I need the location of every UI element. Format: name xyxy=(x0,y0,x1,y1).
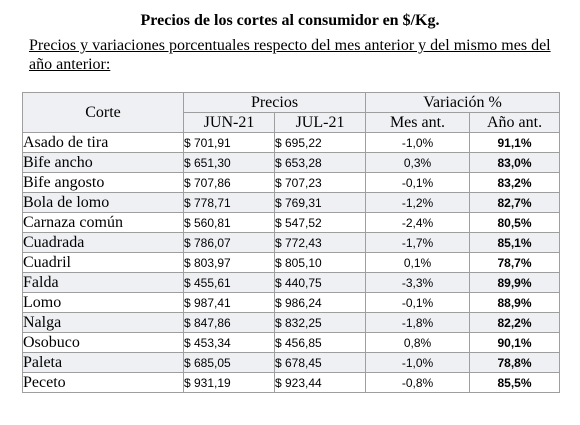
cell-var-mes: -3,3% xyxy=(365,272,471,293)
cell-price-jul: $ 456,85 xyxy=(273,332,367,353)
header-corte: Corte xyxy=(22,92,184,133)
cell-var-anio: 78,7% xyxy=(469,252,561,273)
cell-corte: Cuadril xyxy=(22,252,184,273)
cell-price-jun: $ 707,86 xyxy=(183,172,275,193)
cell-price-jul: $ 440,75 xyxy=(273,272,367,293)
cell-corte: Bife angosto xyxy=(22,172,184,193)
cell-price-jun: $ 455,61 xyxy=(183,272,275,293)
cell-price-jul: $ 986,24 xyxy=(273,292,367,313)
header-variacion: Variación % xyxy=(365,92,561,113)
table-row: Bife angosto $ 707,86 $ 707,23 -0,1% 83,2% xyxy=(22,172,561,193)
cell-corte: Nalga xyxy=(22,312,184,333)
cell-price-jun: $ 453,34 xyxy=(183,332,275,353)
cell-price-jul: $ 653,28 xyxy=(273,152,367,173)
cell-var-mes: -1,0% xyxy=(365,132,471,153)
cell-price-jun: $ 847,86 xyxy=(183,312,275,333)
table-row: Bola de lomo $ 778,71 $ 769,31 -1,2% 82,7% xyxy=(22,192,561,213)
cell-corte: Bola de lomo xyxy=(22,192,184,213)
cell-var-mes: -1,8% xyxy=(365,312,471,333)
cell-price-jun: $ 987,41 xyxy=(183,292,275,313)
cell-var-mes: -1,7% xyxy=(365,232,471,253)
cell-var-mes: -2,4% xyxy=(365,212,471,233)
cell-var-anio: 85,1% xyxy=(469,232,561,253)
cell-price-jun: $ 803,97 xyxy=(183,252,275,273)
cell-var-anio: 82,7% xyxy=(469,192,561,213)
cell-corte: Osobuco xyxy=(22,332,184,353)
cell-price-jul: $ 772,43 xyxy=(273,232,367,253)
table-row: Bife ancho $ 651,30 $ 653,28 0,3% 83,0% xyxy=(22,152,561,173)
cell-price-jun: $ 786,07 xyxy=(183,232,275,253)
table-row: Falda $ 455,61 $ 440,75 -3,3% 89,9% xyxy=(22,272,561,293)
cell-var-mes: 0,1% xyxy=(365,252,471,273)
cell-corte: Carnaza común xyxy=(22,212,184,233)
cell-corte: Peceto xyxy=(22,372,184,393)
cell-price-jul: $ 805,10 xyxy=(273,252,367,273)
cell-price-jul: $ 678,45 xyxy=(273,352,367,373)
subheader-row: JUN-21 JUL-21 Mes ant. Año ant. xyxy=(23,112,561,133)
page-title: Precios de los cortes al consumidor en $… xyxy=(140,12,440,29)
cell-var-mes: -0,1% xyxy=(365,172,471,193)
cell-price-jul: $ 547,52 xyxy=(273,212,367,233)
table-row: Cuadril $ 803,97 $ 805,10 0,1% 78,7% xyxy=(22,252,561,273)
cell-var-anio: 85,5% xyxy=(469,372,561,393)
cell-corte: Paleta xyxy=(22,352,184,373)
cell-var-mes: -0,8% xyxy=(365,372,471,393)
cell-price-jul: $ 923,44 xyxy=(273,372,367,393)
cell-var-anio: 90,1% xyxy=(469,332,561,353)
cell-corte: Lomo xyxy=(22,292,184,313)
header-row: Corte Precios Variación % xyxy=(22,92,561,133)
cell-var-anio: 83,0% xyxy=(469,152,561,173)
subheader-anio-ant: Año ant. xyxy=(469,112,561,133)
cell-var-anio: 91,1% xyxy=(469,132,561,153)
table-row: Osobuco $ 453,34 $ 456,85 0,8% 90,1% xyxy=(22,332,561,353)
cell-var-anio: 83,2% xyxy=(469,172,561,193)
header-precios: Precios xyxy=(182,92,367,113)
cell-corte: Falda xyxy=(22,272,184,293)
table-row: Nalga $ 847,86 $ 832,25 -1,8% 82,2% xyxy=(22,312,561,333)
subheader-jun: JUN-21 xyxy=(183,112,275,133)
page-subtitle: Precios y variaciones porcentuales respe… xyxy=(29,37,551,73)
cell-corte: Bife ancho xyxy=(22,152,184,173)
cell-price-jun: $ 560,81 xyxy=(183,212,275,233)
cell-var-anio: 89,9% xyxy=(469,272,561,293)
subheader-jul: JUL-21 xyxy=(273,112,367,133)
cell-price-jun: $ 651,30 xyxy=(183,152,275,173)
cell-price-jun: $ 778,71 xyxy=(183,192,275,213)
cell-price-jun: $ 685,05 xyxy=(183,352,275,373)
table-row: Asado de tira $ 701,91 $ 695,22 -1,0% 91,1% xyxy=(22,132,561,153)
cell-price-jul: $ 832,25 xyxy=(273,312,367,333)
cell-var-anio: 82,2% xyxy=(469,312,561,333)
table-row: Cuadrada $ 786,07 $ 772,43 -1,7% 85,1% xyxy=(22,232,561,253)
table-row: Lomo $ 987,41 $ 986,24 -0,1% 88,9% xyxy=(22,292,561,313)
cell-var-anio: 78,8% xyxy=(469,352,561,373)
prices-table: Corte Precios Variación % JUN-21 JUL-21 … xyxy=(22,92,561,393)
cell-var-mes: -1,0% xyxy=(365,352,471,373)
cell-price-jul: $ 695,22 xyxy=(273,132,367,153)
cell-var-anio: 88,9% xyxy=(469,292,561,313)
cell-price-jun: $ 931,19 xyxy=(183,372,275,393)
cell-corte: Asado de tira xyxy=(22,132,184,153)
table-row: Paleta $ 685,05 $ 678,45 -1,0% 78,8% xyxy=(22,352,561,373)
subheader-mes-ant: Mes ant. xyxy=(365,112,471,133)
cell-var-mes: -0,1% xyxy=(365,292,471,313)
table-row: Peceto $ 931,19 $ 923,44 -0,8% 85,5% xyxy=(22,372,561,393)
cell-var-anio: 80,5% xyxy=(469,212,561,233)
cell-price-jul: $ 769,31 xyxy=(273,192,367,213)
table-row: Carnaza común $ 560,81 $ 547,52 -2,4% 80,5% xyxy=(22,212,561,233)
cell-price-jun: $ 701,91 xyxy=(183,132,275,153)
cell-var-mes: -1,2% xyxy=(365,192,471,213)
cell-price-jul: $ 707,23 xyxy=(273,172,367,193)
cell-var-mes: 0,8% xyxy=(365,332,471,353)
cell-corte: Cuadrada xyxy=(22,232,184,253)
cell-var-mes: 0,3% xyxy=(365,152,471,173)
